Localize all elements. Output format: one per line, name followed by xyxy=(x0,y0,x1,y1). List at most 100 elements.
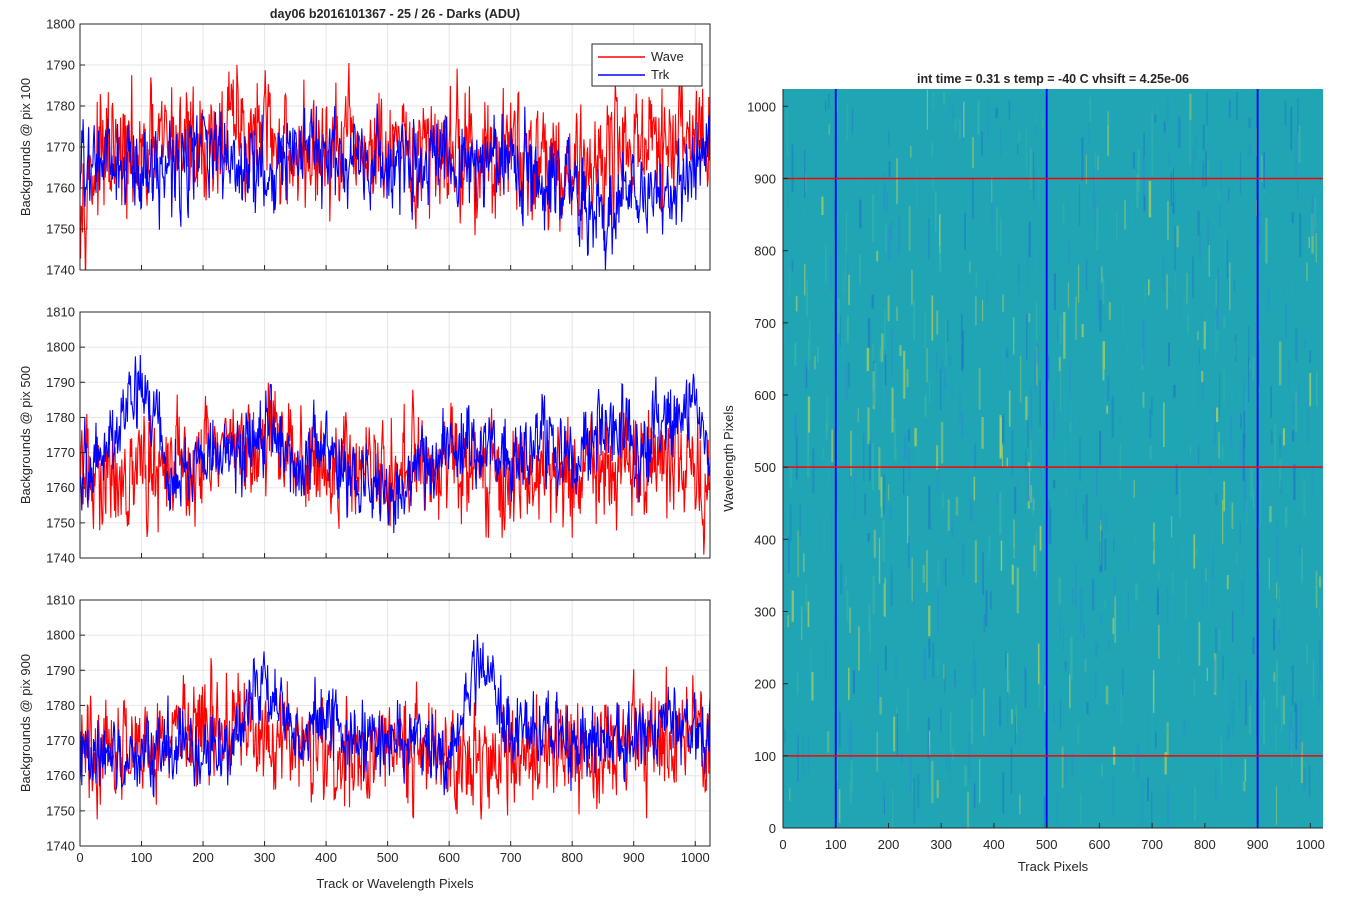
legend-wave-label: Wave xyxy=(651,49,684,64)
heatmap-streak xyxy=(803,248,805,269)
legend-trk-label: Trk xyxy=(651,67,670,82)
heatmap-streak xyxy=(826,397,829,432)
heatmap-streak xyxy=(975,270,978,288)
heatmap-streak xyxy=(863,433,865,482)
heatmap-streak xyxy=(845,246,847,292)
heatmap-streak xyxy=(948,753,951,782)
heatmap-streak xyxy=(1018,263,1020,299)
heatmap-streak xyxy=(845,575,847,587)
heatmap-streak xyxy=(1136,174,1139,209)
heatmap-streak xyxy=(1293,464,1296,501)
x-tick-label: 400 xyxy=(983,837,1005,852)
heatmap-streak xyxy=(1102,276,1105,304)
heatmap-streak xyxy=(906,369,909,387)
heatmap-streak xyxy=(883,583,885,616)
heatmap-streak xyxy=(1288,359,1290,391)
heatmap-streak xyxy=(1035,110,1038,123)
heatmap-streak xyxy=(1215,627,1217,654)
heatmap-streak xyxy=(1223,370,1225,405)
heatmap-streak xyxy=(924,395,927,418)
heatmap-streak xyxy=(1275,607,1277,642)
heatmap-streak xyxy=(1280,479,1282,495)
heatmap-streak xyxy=(821,196,824,216)
heatmap-streak xyxy=(937,585,939,632)
heatmap-streak xyxy=(1291,727,1294,744)
heatmap-streak xyxy=(1099,530,1102,566)
heatmap-streak xyxy=(1142,392,1145,408)
heatmap-streak xyxy=(1155,732,1157,749)
heatmap-streak xyxy=(997,711,1000,747)
heatmap-streak xyxy=(1035,301,1038,341)
heatmap-streak xyxy=(1102,341,1105,381)
x-tick-label: 800 xyxy=(561,850,583,865)
heatmap-streak xyxy=(1306,262,1308,281)
heatmap-streak xyxy=(1300,547,1304,584)
heatmap-streak xyxy=(1303,479,1306,517)
heatmap-streak xyxy=(1085,154,1087,184)
heatmap-streak xyxy=(990,591,992,609)
y-tick-label: 1810 xyxy=(46,593,75,608)
heatmap-streak xyxy=(991,176,993,203)
heatmap-streak xyxy=(1018,284,1021,326)
heatmap-streak xyxy=(1278,341,1282,386)
y-tick-label: 400 xyxy=(754,532,776,547)
heatmap-streak xyxy=(783,261,785,270)
heatmap-streak xyxy=(1252,356,1255,379)
heatmap-streak xyxy=(1311,462,1313,495)
heatmap-streak xyxy=(891,534,894,573)
heatmap-streak xyxy=(1007,598,1009,610)
heatmap-streak xyxy=(1039,526,1042,551)
x-tick-label: 200 xyxy=(878,837,900,852)
heatmap-streak xyxy=(1252,637,1255,655)
heatmap-streak xyxy=(801,606,803,641)
heatmap-streak xyxy=(1000,540,1003,571)
heatmap-streak xyxy=(940,421,944,464)
heatmap-streak xyxy=(1163,402,1165,447)
heatmap-streak xyxy=(1086,701,1089,715)
heatmap-streak xyxy=(977,100,980,135)
heatmap-streak xyxy=(1062,203,1065,225)
y-tick-label: 1800 xyxy=(46,17,75,32)
heatmap-streak xyxy=(1100,764,1103,778)
heatmap-streak xyxy=(825,244,827,283)
heatmap-streak xyxy=(1100,613,1103,625)
heatmap-streak xyxy=(1289,713,1292,752)
heatmap-streak xyxy=(1082,503,1085,524)
heatmap-streak xyxy=(943,664,945,679)
x-tick-label: 1000 xyxy=(681,850,710,865)
heatmap-streak xyxy=(839,315,841,347)
heatmap-streak xyxy=(859,778,862,805)
heatmap-streak xyxy=(1124,200,1126,230)
heatmap-streak xyxy=(805,583,808,611)
heatmap-streak xyxy=(1120,688,1122,725)
heatmap-streak xyxy=(899,345,902,357)
heatmap-streak xyxy=(1230,677,1232,723)
heatmap-streak xyxy=(1219,372,1221,418)
y-tick-label: 1000 xyxy=(747,99,776,114)
heatmap-streak xyxy=(990,704,992,741)
heatmap-streak xyxy=(1295,391,1298,433)
heatmap-streak xyxy=(1166,722,1169,757)
heatmap-streak xyxy=(885,646,887,671)
heatmap-streak xyxy=(1096,467,1098,497)
heatmap-streak xyxy=(788,536,790,574)
heatmap-streak xyxy=(1264,463,1267,506)
heatmap-streak xyxy=(1240,413,1242,429)
heatmap-streak xyxy=(1159,387,1161,399)
heatmap-streak xyxy=(1248,326,1250,366)
heatmap-streak xyxy=(1088,105,1090,142)
heatmap-streak xyxy=(991,204,994,226)
heatmap-streak xyxy=(1064,752,1067,785)
heatmap-streak xyxy=(1034,349,1037,391)
heatmap-streak xyxy=(906,687,910,731)
heatmap-streak xyxy=(1295,132,1297,176)
heatmap-streak xyxy=(1028,313,1031,322)
heatmap-streak xyxy=(941,492,944,509)
heatmap-streak xyxy=(981,417,984,449)
heatmap-streak xyxy=(896,518,898,564)
heatmap-streak xyxy=(1144,285,1146,303)
heatmap-streak xyxy=(1056,793,1059,828)
series-wave xyxy=(80,657,710,820)
heatmap-streak xyxy=(1059,699,1062,730)
heatmap-streak xyxy=(1273,672,1276,682)
